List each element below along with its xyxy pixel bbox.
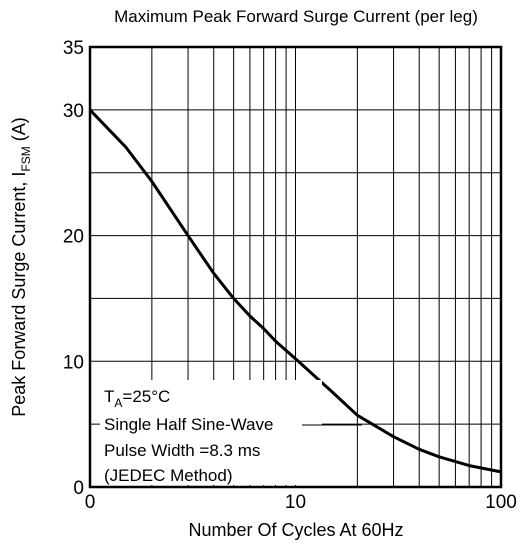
y-label-tail: (A) [9,117,29,146]
x-axis-label: Number Of Cycles At 60Hz [188,520,403,540]
y-tick-label: 35 [63,38,84,59]
y-tick-label: 10 [63,352,84,373]
y-tick-label: 0 [73,478,84,499]
data-line [88,108,502,474]
ann-main: T [104,387,114,406]
y-tick-label: 30 [63,101,84,122]
x-tick-label: 10 [285,492,306,513]
x-tick-label: 0 [85,492,96,513]
y-tick-label: 20 [63,227,84,248]
annotation-line: Pulse Width =8.3 ms [104,441,260,460]
annotation-bg [100,380,322,485]
y-axis-label: Peak Forward Surge Current, IFSM (A) [9,117,33,416]
annotation-line: (JEDEC Method) [104,466,232,485]
ann-sub: A [114,396,122,410]
plot [88,108,502,474]
ann-tail: =25°C [122,387,170,406]
x-tick-label: 100 [485,492,517,513]
y-label-sub: FSM [19,146,33,171]
chart-title: Maximum Peak Forward Surge Current (per … [114,7,478,26]
annotation-line: TA=25°C [104,387,170,410]
annotation-line: Single Half Sine-Wave [104,415,273,434]
y-label-main: Peak Forward Surge Current, I [9,172,29,417]
plot-frame [88,45,503,489]
